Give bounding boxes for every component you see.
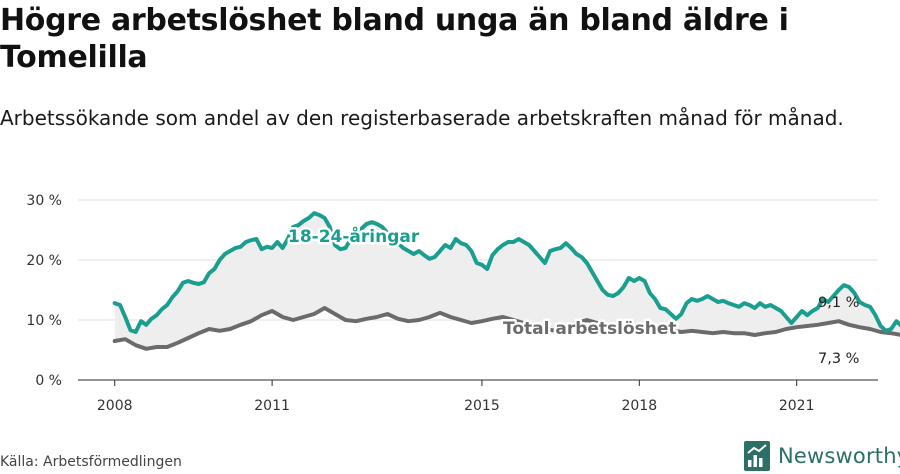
x-tick-label: 2021 [779, 398, 815, 414]
x-tick-label: 2015 [464, 398, 500, 414]
x-tick-label: 2011 [254, 398, 290, 414]
y-tick-label: 30 % [26, 193, 62, 209]
area-between-series [114, 213, 900, 349]
source-note: Källa: Arbetsförmedlingen [0, 454, 182, 470]
series-label-youth: 18-24-åringar [288, 225, 420, 247]
series-line-youth [112, 211, 900, 334]
newsworthy-logo-icon [744, 441, 770, 471]
series-line-total [112, 306, 900, 351]
brand: Newsworthy [744, 440, 900, 472]
chart-subtitle: Arbetssökande som andel av den registerb… [0, 106, 844, 130]
y-tick-label: 0 % [35, 373, 62, 389]
y-tick-label: 20 % [26, 253, 62, 269]
line-chart: 0 % 10 % 20 % 30 % 2008 2011 2015 2018 2021 18-… [26, 193, 900, 414]
end-label-total: 7,3 % [818, 351, 859, 367]
y-tick-label: 10 % [26, 313, 62, 329]
x-tick-label: 2008 [97, 398, 133, 414]
x-tick-label: 2018 [621, 398, 657, 414]
end-label-youth: 9,1 % [818, 295, 859, 311]
series-label-total: Total arbetslöshet [503, 319, 677, 339]
brand-name: Newsworthy [778, 444, 900, 468]
chart-title: Högre arbetslöshet bland unga än bland ä… [0, 3, 789, 75]
tick-layer: 2008 2011 2015 2018 2021 [97, 380, 815, 414]
